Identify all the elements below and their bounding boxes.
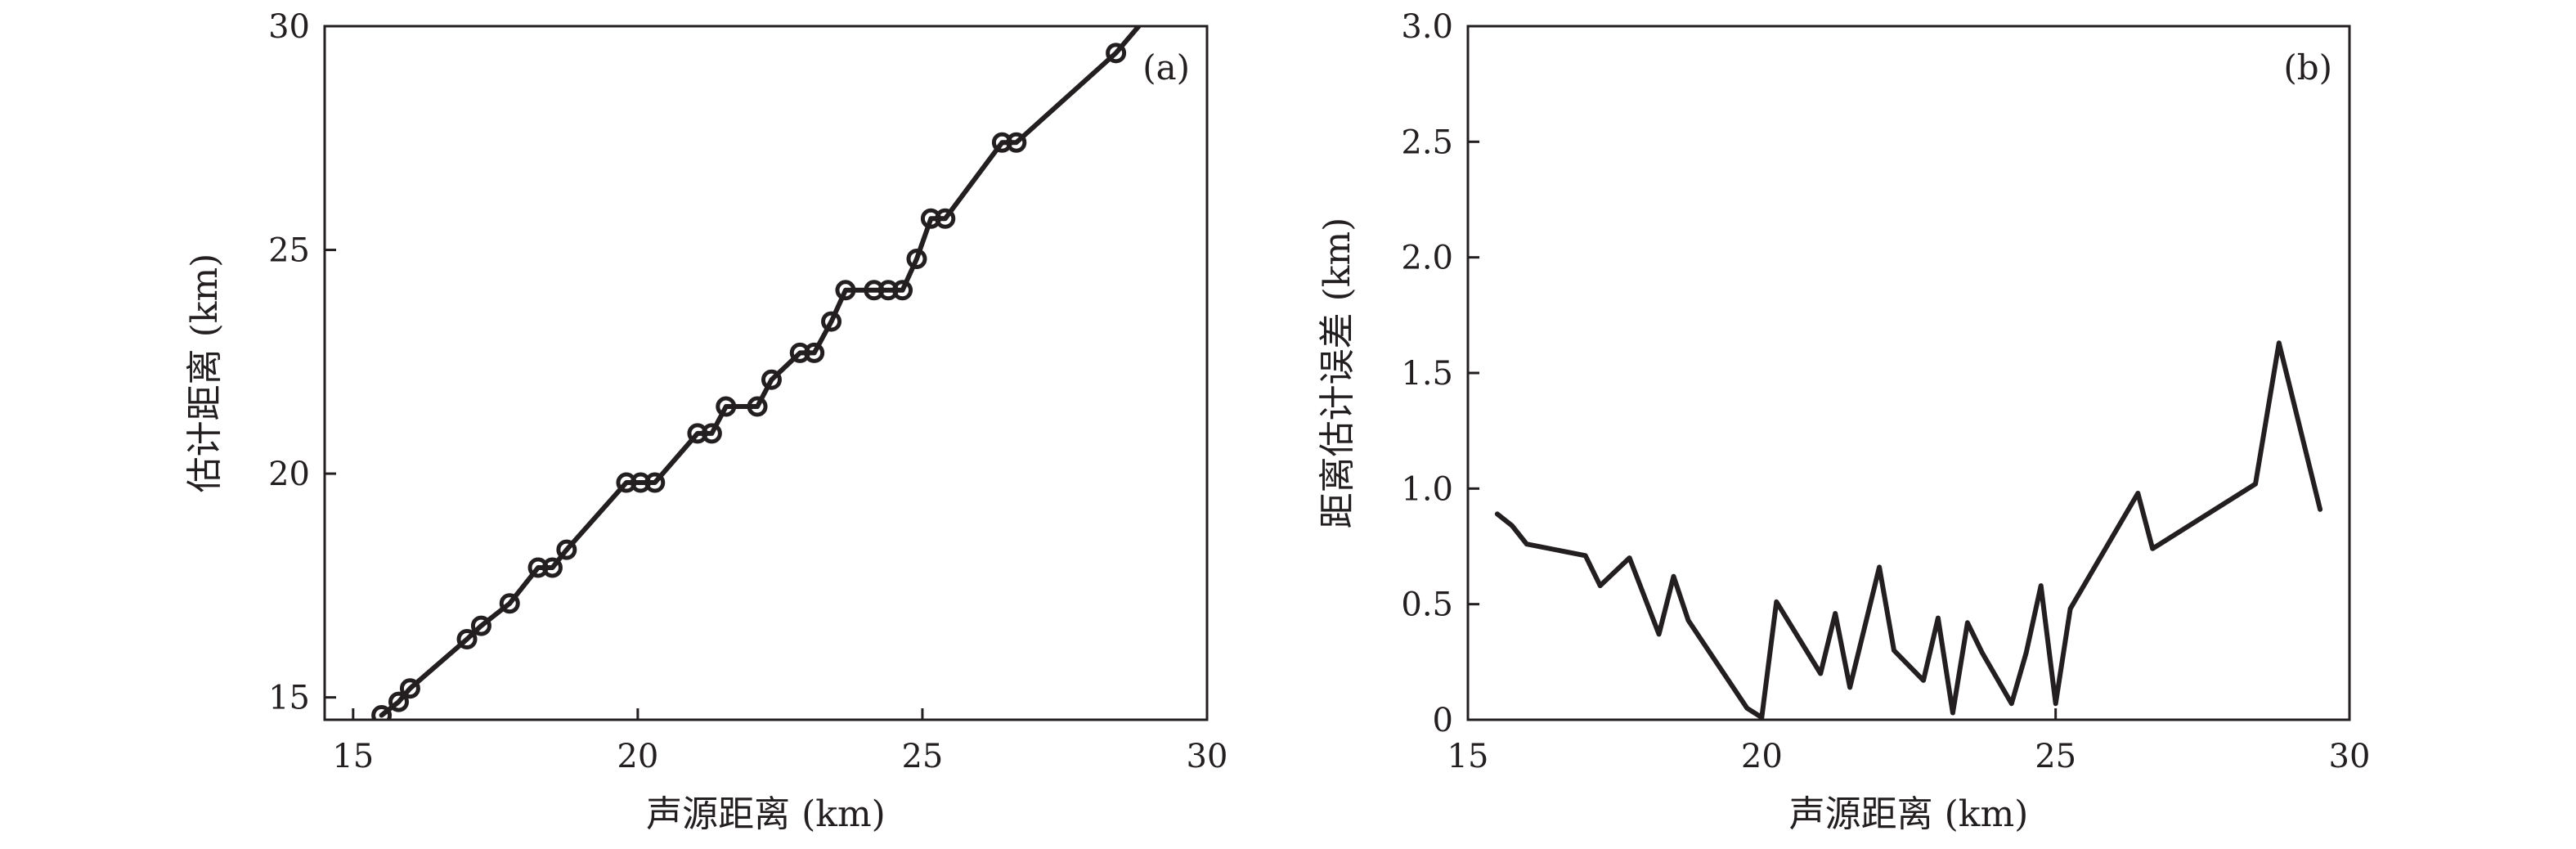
data-point xyxy=(991,132,1012,153)
data-point xyxy=(892,280,913,301)
y-tick-label: 1.0 xyxy=(1401,470,1453,508)
data-point xyxy=(388,691,409,712)
data-point xyxy=(906,248,927,269)
data-layer xyxy=(371,26,1142,720)
x-tick-label: 25 xyxy=(901,738,943,775)
data-point xyxy=(616,472,637,493)
data-point xyxy=(789,342,810,363)
x-axis-title: 声源距离 (km) xyxy=(1789,793,2029,835)
x-tick-label: 30 xyxy=(2329,738,2371,775)
panel-label: (a) xyxy=(1142,47,1190,88)
data-point xyxy=(747,396,768,417)
series-line xyxy=(1494,340,2323,720)
chart-panel-b: 15 20 25 30 0 0.5 1.0 1.5 2.0 2.5 3.0 声源距离 (km) 距离估计… xyxy=(1317,8,2370,835)
x-tick-label: 25 xyxy=(2035,738,2076,775)
data-point xyxy=(835,280,856,301)
plot-frame xyxy=(1466,25,2351,721)
data-point xyxy=(527,557,549,578)
data-layer xyxy=(1494,340,2323,720)
y-tick-label: 2.0 xyxy=(1401,240,1453,277)
data-point xyxy=(716,396,737,417)
y-axis-title: 距离估计误差 (km) xyxy=(1317,218,1358,529)
data-point xyxy=(371,705,393,720)
plot-frame xyxy=(323,25,1209,721)
data-point xyxy=(821,311,842,332)
data-point xyxy=(687,423,708,444)
y-axis-title: 估计距离 (km) xyxy=(184,254,226,493)
panel-label: (b) xyxy=(2283,47,2332,88)
data-point xyxy=(804,342,825,363)
y-tick-label: 25 xyxy=(268,232,310,270)
x-axis-title: 声源距离 (km) xyxy=(646,793,886,835)
data-point xyxy=(864,280,885,301)
data-point xyxy=(877,280,899,301)
y-tick-label: 0.5 xyxy=(1401,586,1453,624)
y-tick-label: 20 xyxy=(268,456,310,493)
chart-panel-a: 15 20 25 30 15 20 25 30 声源距离 (km) 估计距离 (km) (a) xyxy=(184,8,1227,835)
x-tick-label: 20 xyxy=(617,738,658,775)
data-point xyxy=(644,472,666,493)
x-tick-label: 15 xyxy=(332,738,374,775)
data-point xyxy=(541,557,563,578)
data-point xyxy=(935,208,956,229)
data-point xyxy=(399,678,420,699)
y-tick-label: 15 xyxy=(268,680,310,717)
x-tick-label: 30 xyxy=(1187,738,1228,775)
y-tick-label: 1.5 xyxy=(1401,355,1453,393)
data-point xyxy=(456,629,478,650)
data-point xyxy=(630,472,651,493)
data-point xyxy=(701,423,722,444)
y-tick-label: 3.0 xyxy=(1401,8,1453,46)
y-tick-label: 2.5 xyxy=(1401,124,1453,161)
data-point xyxy=(761,369,782,390)
x-tick-label: 15 xyxy=(1447,738,1489,775)
y-tick-label: 0 xyxy=(1433,702,1453,739)
series-line xyxy=(379,26,1142,718)
data-point xyxy=(1006,132,1027,153)
data-point xyxy=(470,615,491,636)
data-point xyxy=(499,593,520,614)
data-point xyxy=(556,539,577,560)
x-tick-label: 20 xyxy=(1741,738,1783,775)
data-point xyxy=(1106,43,1127,64)
y-tick-label: 30 xyxy=(268,8,310,46)
data-point xyxy=(920,208,941,229)
